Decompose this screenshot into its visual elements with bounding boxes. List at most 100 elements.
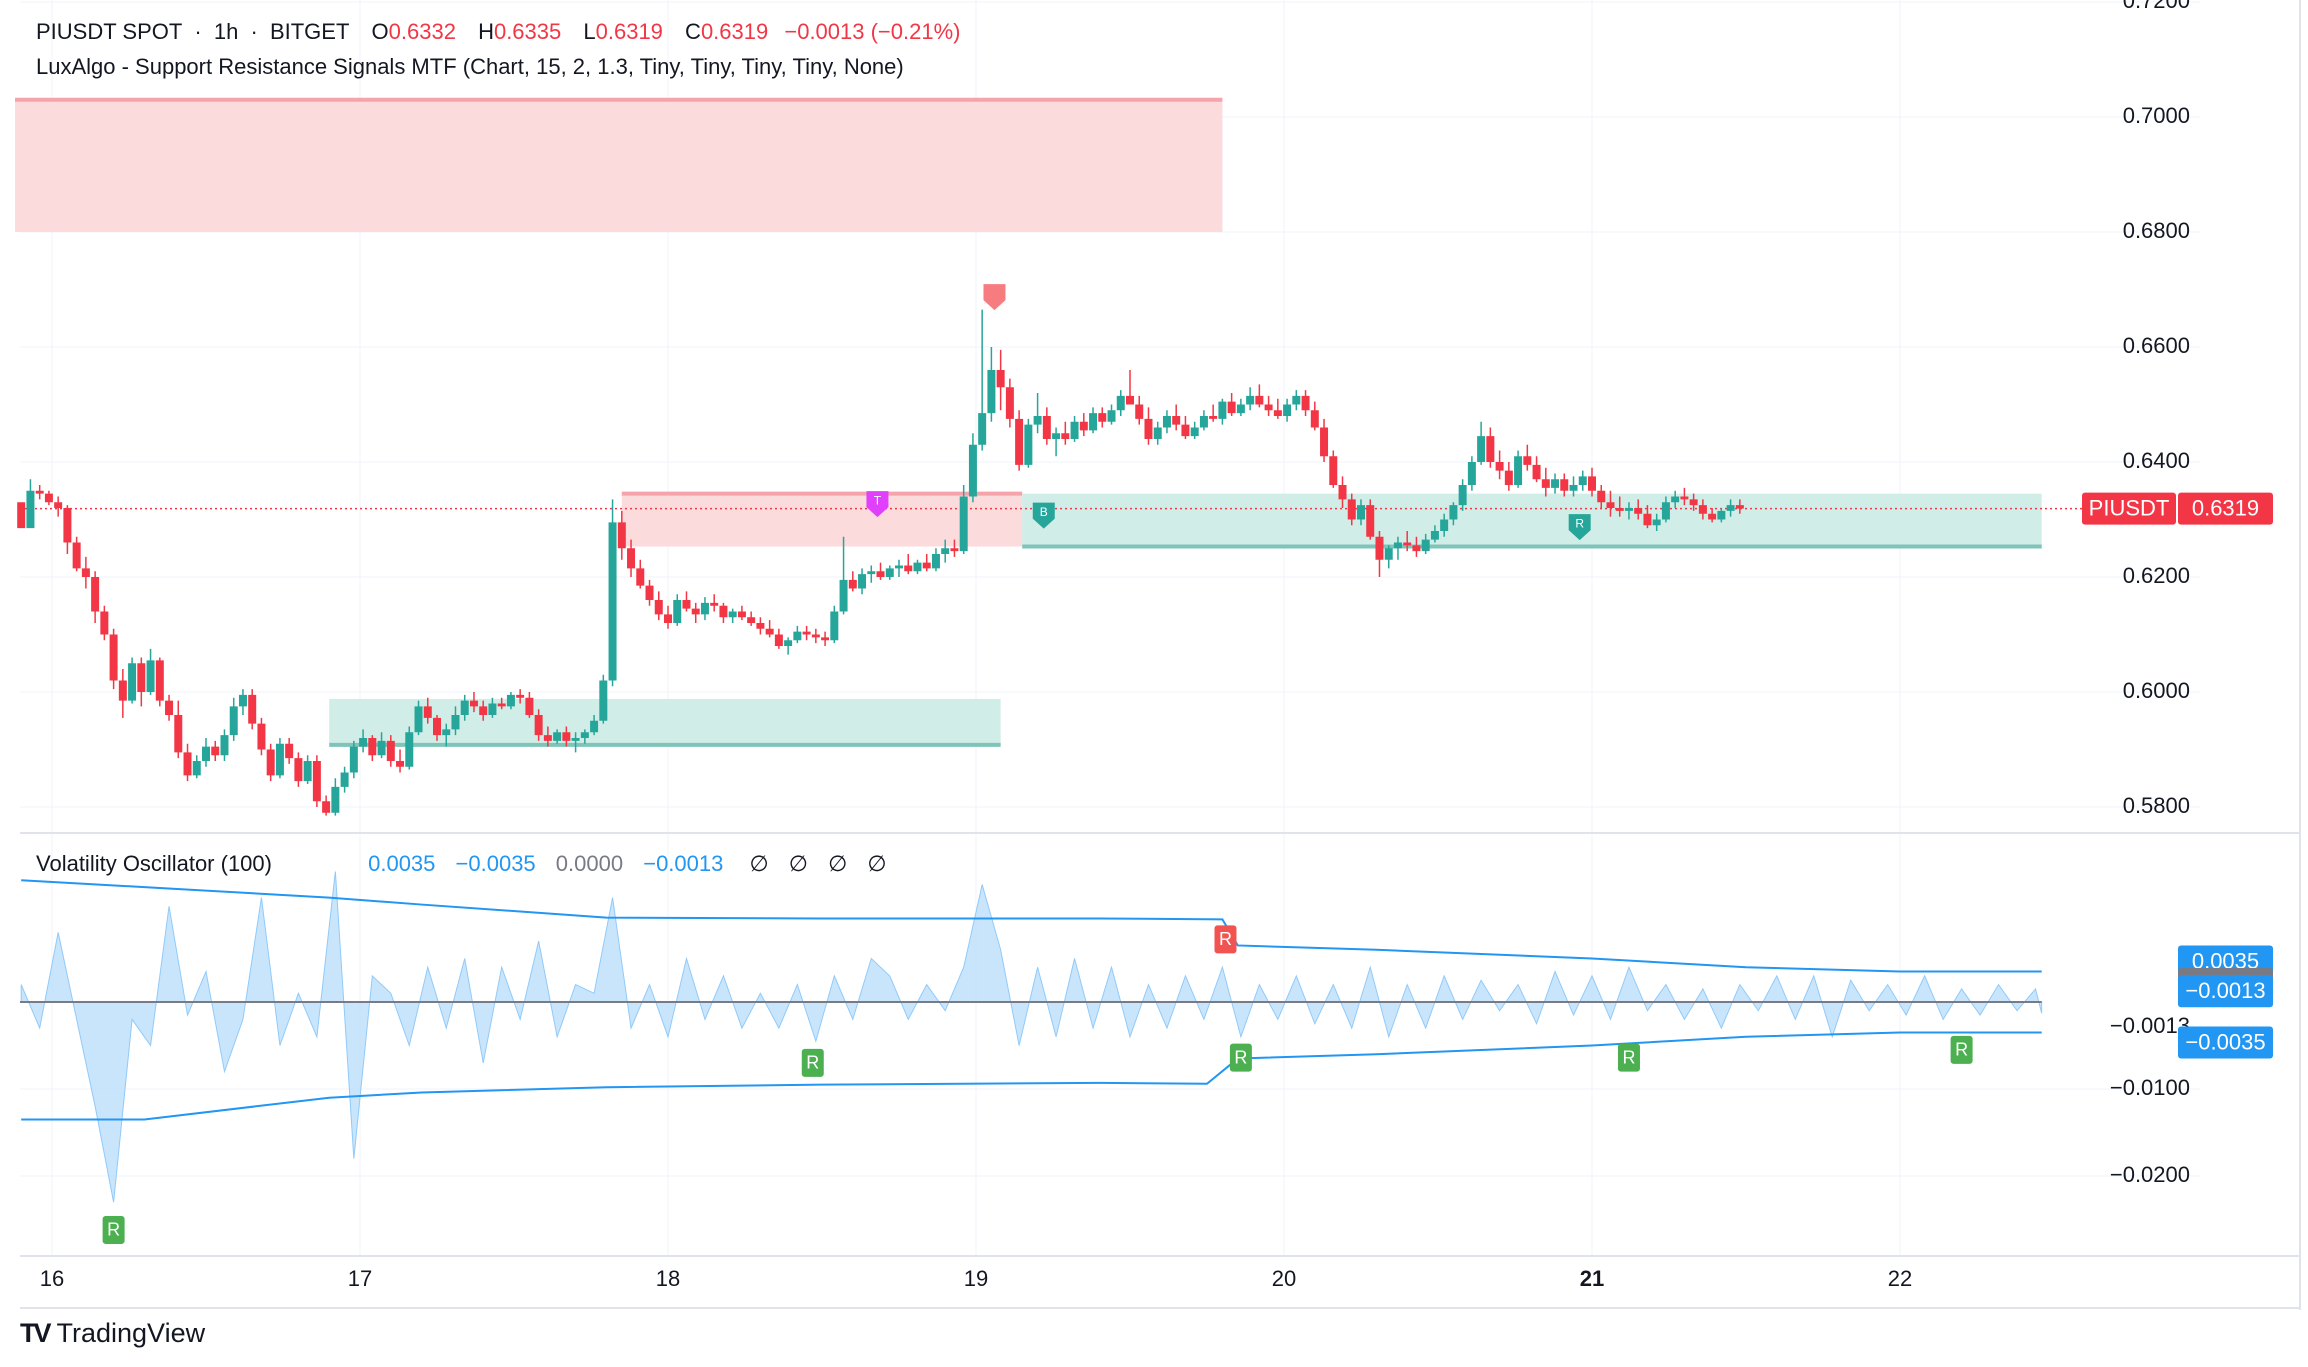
x-tick-label: 18 [656, 1266, 680, 1291]
interval-label[interactable]: 1h [213, 19, 239, 44]
candle-body [1375, 536, 1384, 560]
osc-y-tick-label: −0.0200 [2110, 1162, 2190, 1187]
candle-body [534, 715, 543, 736]
candle-body [1042, 416, 1051, 439]
x-tick-label: 21 [1580, 1266, 1604, 1291]
candle-body [1384, 548, 1393, 560]
candle-body [1024, 424, 1033, 465]
candle-body [266, 749, 275, 776]
candle-body [423, 706, 432, 718]
osc-lower-value: −0.0035 [455, 851, 536, 876]
candle-body [922, 562, 931, 569]
x-tick-label: 16 [40, 1266, 64, 1291]
candle-body [1569, 485, 1578, 491]
y-tick-label: 0.5800 [2123, 793, 2190, 818]
candle-body [590, 720, 599, 733]
candle-body [811, 634, 820, 638]
candle-body [340, 772, 349, 787]
candle-body [580, 732, 589, 738]
resistance-zone [15, 99, 1223, 232]
tradingview-logo[interactable]: TV TradingView [20, 1318, 205, 1349]
candle-body [710, 602, 719, 606]
candle-body [747, 617, 756, 623]
candle-body [146, 660, 155, 692]
candle-body [996, 370, 1005, 388]
low-value: 0.6319 [595, 19, 663, 44]
oscillator-signal-label: R [1622, 1047, 1635, 1067]
candle-body [1449, 505, 1458, 520]
candle-body [294, 758, 303, 782]
y-tick-label: 0.6200 [2123, 563, 2190, 588]
tiny-marker[interactable] [866, 491, 889, 518]
candle-body [81, 568, 90, 577]
candle-body [229, 706, 238, 736]
support-zone [329, 698, 1001, 745]
close-label: C [685, 19, 701, 44]
candle-body [1421, 539, 1430, 552]
candle-body [396, 761, 405, 767]
oscillator-signal-marker[interactable] [102, 1215, 125, 1244]
oscillator-signal-marker[interactable] [1214, 925, 1237, 954]
candle-body [904, 565, 913, 572]
candle-body [756, 623, 765, 629]
osc-current-value: −0.0013 [643, 851, 724, 876]
osc-lower-badge [2178, 1026, 2273, 1059]
candle-body [1661, 502, 1670, 520]
candle-body [1264, 404, 1273, 411]
buy-marker[interactable] [1032, 502, 1055, 529]
candle-body [793, 631, 802, 641]
candle-body [1726, 505, 1735, 511]
resistance-zone [621, 493, 1023, 547]
oscillator-signal-marker[interactable] [1229, 1043, 1252, 1072]
candle-body [1634, 508, 1643, 514]
candle-body [137, 663, 146, 692]
candle-body [1236, 404, 1245, 414]
empty-set-icon: ∅ [867, 851, 887, 876]
candle-body [1495, 462, 1504, 471]
candle-body [442, 729, 451, 736]
candle-body [1061, 433, 1070, 439]
candle-body [848, 579, 857, 589]
empty-set-icon: ∅ [788, 851, 808, 876]
candle-body [895, 565, 903, 569]
candle-body [876, 571, 885, 577]
candle-body [359, 738, 368, 747]
oscillator-signal-marker[interactable] [801, 1048, 824, 1077]
resistance-signal-marker[interactable] [983, 284, 1006, 311]
y-tick-label: 0.6000 [2123, 678, 2190, 703]
candle-body [497, 703, 506, 707]
candle-body [202, 746, 210, 761]
candle-body [1255, 395, 1264, 405]
candle-body [1181, 424, 1190, 437]
symbol-name[interactable]: PIUSDT SPOT [36, 19, 183, 44]
oscillator-title: Volatility Oscillator (100) [36, 851, 272, 876]
candle-body [553, 732, 562, 741]
candle-body [1523, 456, 1532, 465]
x-tick-label: 19 [964, 1266, 988, 1291]
indicator-legend[interactable]: LuxAlgo - Support Resistance Signals MTF… [36, 54, 910, 80]
candle-body [1624, 508, 1633, 511]
oscillator-signal-marker[interactable] [1950, 1035, 1973, 1064]
candle-body [1698, 505, 1707, 514]
retest-marker[interactable] [1568, 514, 1591, 541]
empty-set-icon: ∅ [828, 851, 848, 876]
oscillator-signal-label: R [1234, 1047, 1247, 1067]
candle-body [488, 703, 497, 715]
candle-body [1126, 395, 1134, 405]
candle-body [1098, 413, 1107, 422]
candle-body [165, 700, 174, 715]
candle-body [1440, 519, 1449, 531]
lower-band-line [21, 1031, 2042, 1121]
candle-body [17, 502, 26, 529]
oscillator-signal-marker[interactable] [1617, 1043, 1640, 1072]
candle-body [1357, 505, 1365, 520]
candle-body [44, 493, 53, 503]
open-label: O [371, 19, 389, 44]
separator: · [250, 19, 258, 44]
osc-lower-badge-text: −0.0035 [2185, 1029, 2265, 1054]
oscillator-legend[interactable]: Volatility Oscillator (100) 0.0035 −0.00… [36, 851, 893, 877]
candle-body [26, 490, 35, 529]
candle-body [682, 600, 691, 609]
candle-body [1320, 427, 1329, 457]
